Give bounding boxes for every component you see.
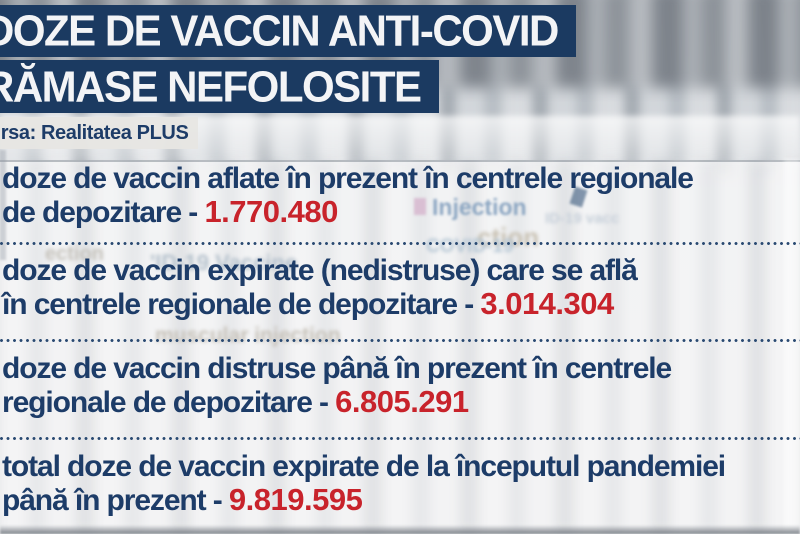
title-line1-text: DOZE DE VACCIN ANTI-COVID [0, 6, 559, 55]
title-line2-text: RĂMASE NEFOLOSITE [0, 61, 422, 111]
stat-item-doses-in-storage: doze de vaccin aflate în prezent în cent… [0, 162, 800, 229]
right-edge-highlight [784, 160, 800, 534]
source-tag: Sursa: Realitatea PLUS [0, 117, 199, 149]
stat-line2: până în prezent - 9.819.595 [0, 483, 800, 517]
stat-line1: total doze de vaccin expirate de la înce… [2, 450, 726, 483]
stat-value: 9.819.595 [228, 482, 363, 517]
ghost-label-covid19: COVID-19 [426, 236, 514, 257]
white-wash-overlay [0, 160, 800, 534]
left-edge-shadow [0, 150, 6, 260]
stat-line1: doze de vaccin expirate (nedistruse) car… [2, 254, 638, 287]
stat-line2-label: regionale de depozitare - [2, 386, 336, 419]
ghost-label-id19-vaccine: 'ID-19 Vaccine [150, 250, 298, 275]
ghost-pink-mark [414, 198, 426, 215]
stat-item-destroyed: doze de vaccin distruse până în prezent … [0, 352, 800, 419]
ghost-label-injection: Injection [432, 194, 527, 220]
stat-line2: de depozitare - 1.770.480 [0, 195, 800, 229]
stat-item-expired-undestroyed: doze de vaccin expirate (nedistruse) car… [0, 254, 800, 321]
stat-line2-label: de depozitare - [2, 196, 205, 229]
stat-value: 1.770.480 [204, 194, 338, 229]
ghost-label-ction: ction [477, 222, 540, 252]
ghost-label-muscular-injection: muscular injection [155, 324, 341, 347]
stat-item-total-expired: total doze de vaccin expirate de la înce… [0, 450, 800, 517]
dotted-separator [0, 242, 800, 245]
dotted-separator [0, 339, 800, 342]
stat-line2-label: în centrele regionale de depozitare - [2, 288, 481, 321]
stat-line2: în centrele regionale de depozitare - 3.… [0, 287, 800, 321]
stat-value: 3.014.304 [480, 286, 614, 321]
stat-line2-label: până în prezent - [2, 484, 229, 517]
source-text: Sursa: Realitatea PLUS [0, 121, 189, 144]
bottom-photo-band [0, 525, 800, 534]
title-banner-line1: DOZE DE VACCIN ANTI-COVID [0, 5, 576, 57]
title-banner-line2: RĂMASE NEFOLOSITE [0, 60, 439, 113]
stat-line2: regionale de depozitare - 6.805.291 [0, 385, 800, 419]
vial-texture-lower [0, 160, 800, 534]
dotted-separator [0, 437, 800, 440]
ghost-label-id19-vacc: ID-19 vacc [545, 210, 620, 227]
stat-line1: doze de vaccin aflate în prezent în cent… [2, 162, 694, 195]
stat-value: 6.805.291 [335, 384, 469, 419]
ghost-label-ection: ection [45, 243, 104, 265]
stat-line1: doze de vaccin distruse până în prezent … [2, 352, 672, 385]
